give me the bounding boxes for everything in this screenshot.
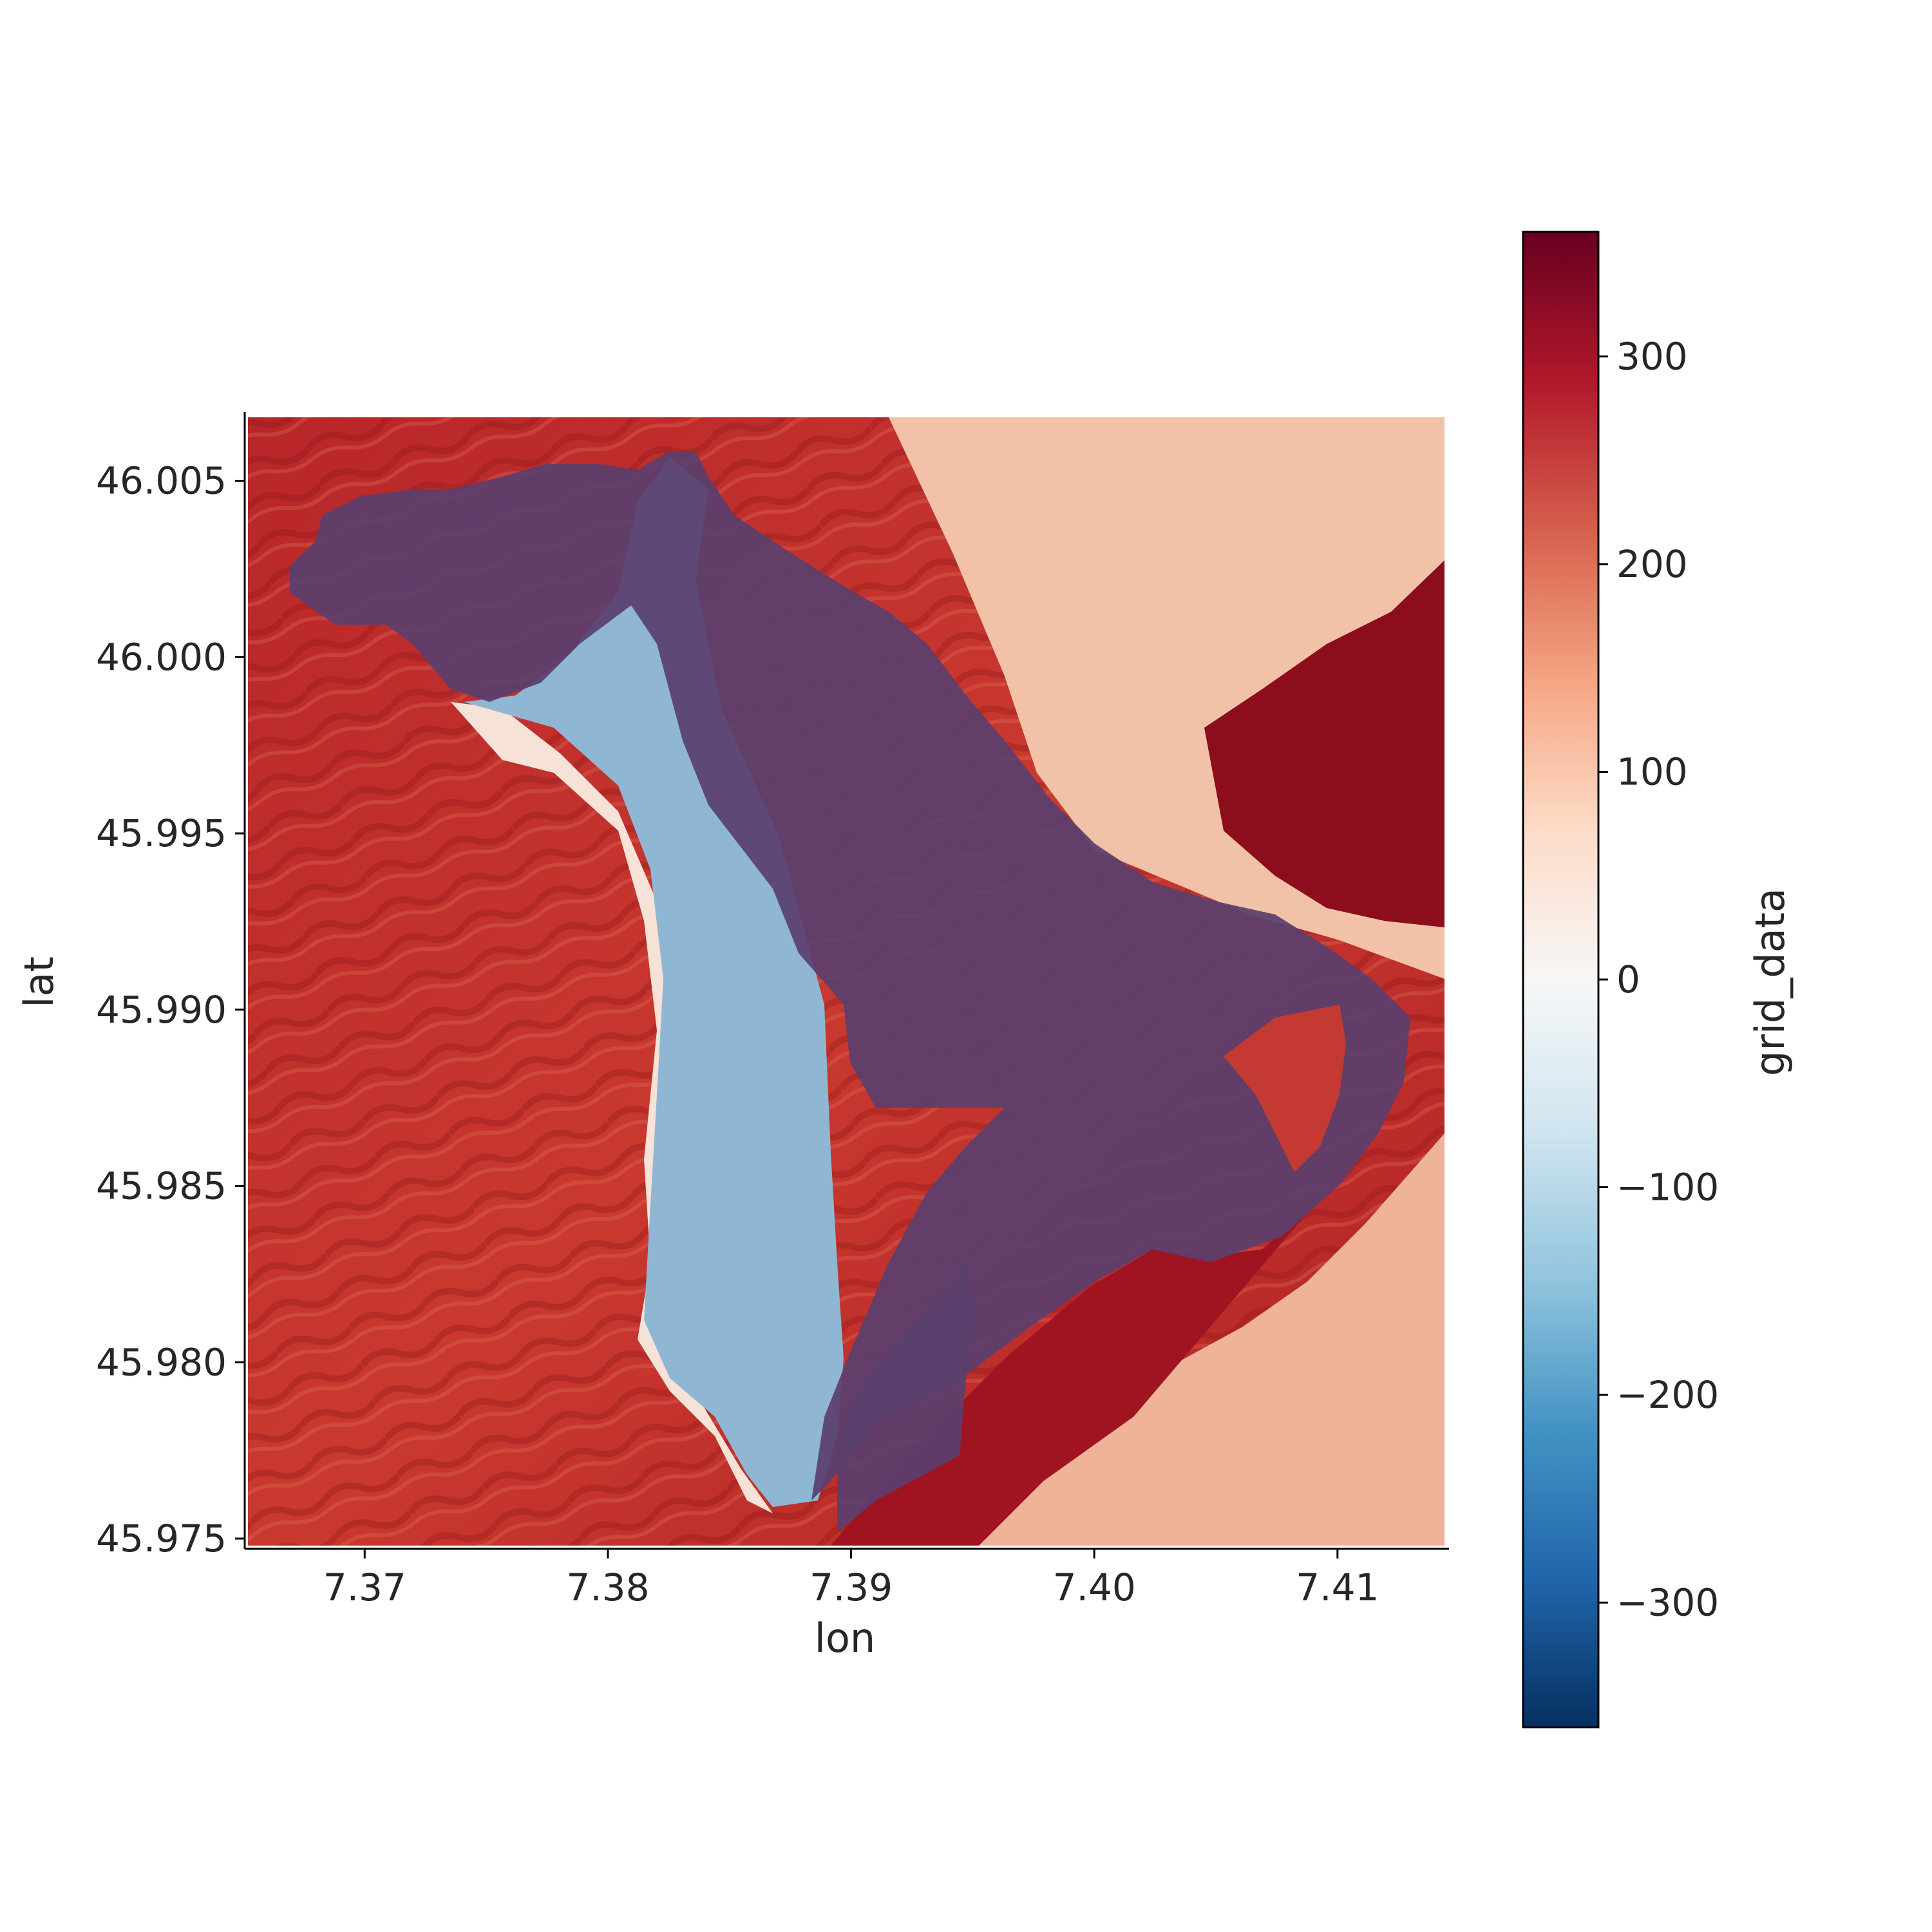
- y-tick-label: 45.980: [96, 1340, 227, 1384]
- terrain-inset-ne: [1224, 1005, 1346, 1172]
- colorbar-tick-label: 300: [1616, 335, 1688, 379]
- colorbar-tick-label: −200: [1616, 1373, 1719, 1417]
- x-tick-label: 7.41: [1296, 1566, 1379, 1609]
- colorbar-tick-label: 100: [1616, 750, 1688, 794]
- x-tick-label: 7.38: [566, 1566, 649, 1609]
- x-axis-ticks: 7.37 7.38 7.39 7.40 7.41: [323, 1549, 1379, 1609]
- y-axis-ticks: 45.975 45.980 45.985 45.990 45.995 46.000 46.0…: [96, 459, 245, 1560]
- glacier-overlay-lower: [837, 1262, 979, 1533]
- axes-spines: [243, 412, 1449, 1550]
- y-tick-label: 45.975: [96, 1517, 227, 1560]
- colorbar-tick-label: −100: [1616, 1166, 1719, 1209]
- colorbar-label: grid_data: [1747, 888, 1794, 1076]
- y-axis-label: lat: [15, 956, 62, 1008]
- x-tick-label: 7.39: [810, 1566, 893, 1609]
- x-tick-label: 7.37: [323, 1566, 406, 1609]
- x-tick-label: 7.40: [1053, 1566, 1136, 1609]
- colorbar-ticks: 300 200 100 0 −100 −200 −300: [1598, 335, 1719, 1625]
- y-tick-label: 45.990: [96, 988, 227, 1032]
- colorbar-tick-label: −300: [1616, 1581, 1719, 1625]
- terrain-dark-zone-e: [1204, 560, 1444, 927]
- glacier-tongue: [464, 457, 844, 1507]
- y-tick-label: 45.995: [96, 811, 227, 855]
- y-tick-label: 46.000: [96, 635, 227, 679]
- heatmap-image: [248, 417, 1444, 1546]
- colorbar-gradient: [1522, 231, 1600, 1728]
- x-axis-label: lon: [815, 1615, 875, 1662]
- glacier-overlay: [290, 451, 1410, 1501]
- y-tick-label: 45.985: [96, 1164, 227, 1208]
- colorbar-tick-label: 200: [1616, 542, 1688, 586]
- y-tick-label: 46.005: [96, 459, 227, 503]
- colorbar-tick-label: 0: [1616, 958, 1640, 1001]
- colorbar: 300 200 100 0 −100 −200 −300 grid_data: [1522, 231, 1794, 1728]
